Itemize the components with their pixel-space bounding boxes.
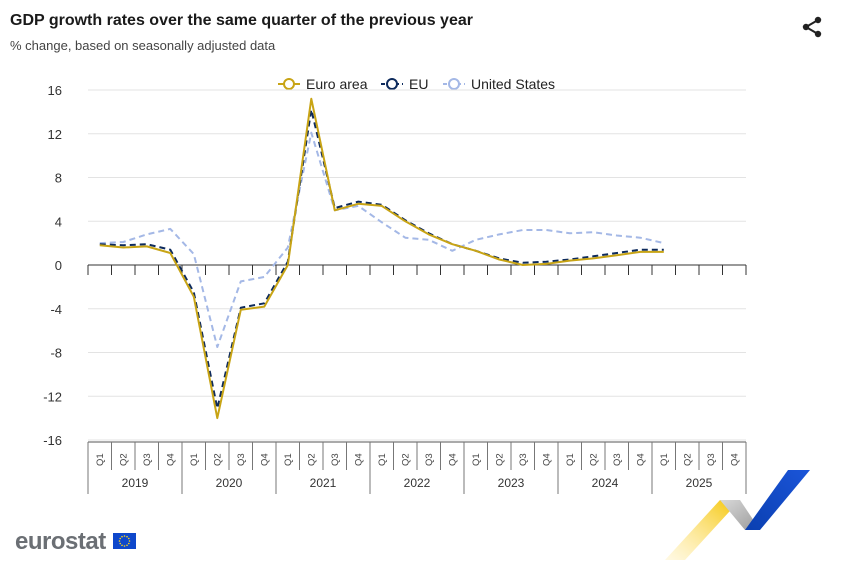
chart-subtitle: % change, based on seasonally adjusted d… (10, 38, 276, 53)
legend-marker (386, 78, 398, 90)
chart-title: GDP growth rates over the same quarter o… (10, 12, 473, 29)
year-label: 2024 (592, 476, 619, 490)
quarter-label: Q2 (588, 453, 599, 466)
quarter-label: Q3 (424, 453, 435, 466)
quarter-label: Q4 (353, 453, 364, 466)
quarter-label: Q3 (706, 453, 717, 466)
legend-item-euro-area[interactable]: Euro area (278, 76, 368, 92)
legend-label: United States (471, 76, 555, 92)
y-tick-label: -8 (50, 346, 62, 361)
quarter-label: Q1 (377, 453, 388, 466)
eurostat-corner-graphic (665, 470, 810, 560)
year-label: 2020 (216, 476, 243, 490)
year-label: 2021 (310, 476, 337, 490)
quarter-label: Q3 (142, 453, 153, 466)
quarter-label: Q4 (635, 453, 646, 466)
quarter-label: Q4 (165, 453, 176, 466)
quarter-label: Q2 (682, 453, 693, 466)
quarter-label: Q1 (659, 453, 670, 466)
quarter-label: Q4 (447, 453, 458, 466)
quarter-label: Q3 (330, 453, 341, 466)
year-label: 2019 (122, 476, 149, 490)
year-label: 2022 (404, 476, 431, 490)
quarter-label: Q3 (236, 453, 247, 466)
series-line-euro-area (99, 97, 664, 420)
quarter-label: Q3 (612, 453, 623, 466)
eu-flag-icon (113, 533, 136, 549)
quarter-label: Q2 (494, 453, 505, 466)
y-tick-label: -12 (43, 389, 62, 404)
quarter-label: Q4 (729, 453, 740, 466)
quarter-label: Q1 (189, 453, 200, 466)
year-label: 2025 (686, 476, 713, 490)
y-tick-label: 12 (48, 127, 62, 142)
quarter-label: Q4 (541, 453, 552, 466)
x-axis: Q1 Q2 Q3 Q4 Q1 Q2 Q3 Q4 Q1 Q2 Q3 Q4 Q1 Q2 Q3 Q4 Q1 Q2 Q3 Q4… (87, 264, 747, 494)
legend-item-united-states[interactable]: United States (443, 76, 555, 92)
plot-lines (99, 97, 665, 420)
quarter-label: Q1 (471, 453, 482, 466)
legend-label: Euro area (306, 76, 368, 92)
y-tick-label: -4 (50, 302, 62, 317)
y-tick-label: -16 (43, 433, 62, 448)
quarter-label: Q1 (565, 453, 576, 466)
quarter-label: Q1 (283, 453, 294, 466)
legend-marker (448, 78, 460, 90)
quarter-label: Q1 (95, 453, 106, 466)
quarter-label: Q2 (306, 453, 317, 466)
legend-item-eu[interactable]: EU (381, 76, 428, 92)
y-axis: 16 12 8 4 0 -4 -8 -12 -16 (43, 83, 62, 448)
y-tick-label: 4 (55, 214, 62, 229)
grid (88, 89, 746, 441)
quarter-label: Q2 (400, 453, 411, 466)
quarter-label: Q2 (118, 453, 129, 466)
legend-label: EU (409, 76, 428, 92)
quarter-label: Q2 (212, 453, 223, 466)
y-tick-label: 0 (55, 258, 62, 273)
y-tick-label: 8 (55, 171, 62, 186)
share-icon[interactable] (800, 15, 824, 39)
eurostat-logo: eurostat (15, 528, 106, 555)
series-line-united-states (99, 131, 665, 348)
y-tick-label: 16 (48, 83, 62, 98)
quarter-label: Q3 (518, 453, 529, 466)
quarter-label: Q4 (259, 453, 270, 466)
legend[interactable]: Euro area EU United States (278, 76, 555, 92)
legend-marker (283, 78, 295, 90)
year-label: 2023 (498, 476, 525, 490)
